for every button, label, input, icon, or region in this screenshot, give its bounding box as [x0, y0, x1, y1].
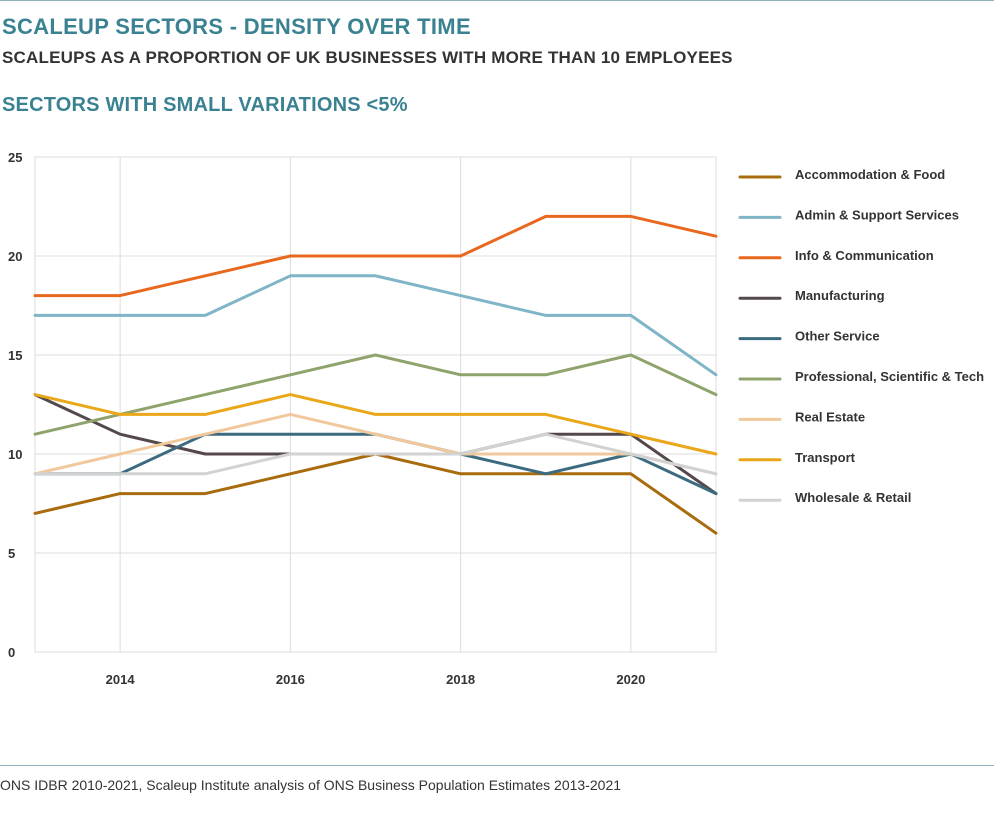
series-line-real-estate — [33, 412, 718, 476]
y-tick-label: 25 — [8, 150, 22, 165]
legend-item: Manufacturing — [738, 288, 885, 303]
legend-label: Other Service — [795, 329, 880, 344]
source-note: ONS IDBR 2010-2021, Scaleup Institute an… — [0, 777, 622, 793]
legend-item: Accommodation & Food — [738, 167, 945, 182]
legend-item: Transport — [738, 450, 856, 465]
series-line-other-service — [33, 432, 718, 496]
legend-item: Wholesale & Retail — [738, 490, 911, 505]
grid — [34, 156, 717, 653]
legend-label: Info & Communication — [795, 248, 934, 263]
chart-title: SCALEUP SECTORS - DENSITY OVER TIME — [2, 14, 471, 39]
x-tick-label: 2016 — [276, 672, 305, 687]
series-line-professional-scientific-tech — [33, 353, 718, 436]
legend-item: Info & Communication — [738, 248, 934, 263]
bottom-divider — [0, 765, 994, 766]
legend-label: Admin & Support Services — [795, 207, 959, 222]
legend: Accommodation & Food Admin & Support Serv… — [738, 167, 984, 505]
legend-item: Admin & Support Services — [738, 207, 959, 222]
x-tick-label: 2014 — [106, 672, 136, 687]
legend-item: Other Service — [738, 329, 880, 344]
legend-label: Accommodation & Food — [795, 167, 945, 182]
series-line-transport — [33, 393, 718, 456]
x-tick-label: 2020 — [616, 672, 645, 687]
legend-item: Professional, Scientific & Tech — [738, 369, 984, 384]
legend-label: Manufacturing — [795, 288, 885, 303]
plot-area — [34, 156, 717, 653]
axis-labels: 0 5 10 15 20 25 2014 2016 2018 2020 — [8, 150, 645, 687]
x-tick-label: 2018 — [446, 672, 475, 687]
chart-subtitle: SCALEUPS AS A PROPORTION OF UK BUSINESSE… — [2, 48, 733, 67]
top-divider — [0, 0, 994, 1]
legend-label: Professional, Scientific & Tech — [795, 369, 984, 384]
legend-label: Transport — [795, 450, 856, 465]
section-title: SECTORS WITH SMALL VARIATIONS <5% — [2, 94, 408, 116]
series-lines — [33, 214, 718, 535]
series-line-wholesale-retail — [33, 432, 718, 476]
y-tick-label: 5 — [8, 546, 15, 561]
y-tick-label: 15 — [8, 348, 22, 363]
y-tick-label: 10 — [8, 447, 22, 462]
y-tick-label: 20 — [8, 249, 22, 264]
line-chart: 0 5 10 15 20 25 2014 2016 2018 2020 Accommodation… — [8, 150, 984, 687]
series-line-admin-support-services — [33, 274, 718, 377]
series-line-info-communication — [33, 214, 718, 298]
y-tick-label: 0 — [8, 645, 15, 660]
legend-label: Real Estate — [795, 409, 865, 424]
legend-item: Real Estate — [738, 409, 865, 424]
legend-label: Wholesale & Retail — [795, 490, 911, 505]
